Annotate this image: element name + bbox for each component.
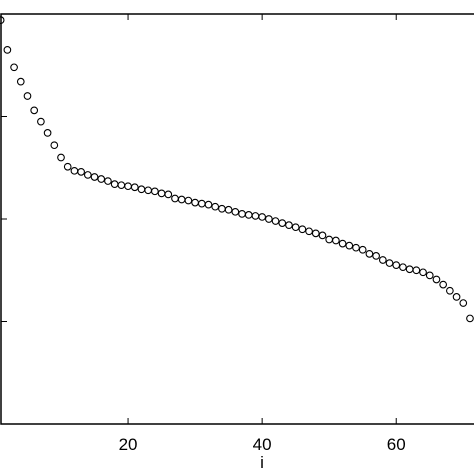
point <box>378 256 387 264</box>
point <box>10 63 18 72</box>
point <box>211 202 220 211</box>
point <box>117 181 126 190</box>
point <box>325 235 334 244</box>
point <box>130 183 139 192</box>
point <box>197 199 206 208</box>
point <box>345 241 354 250</box>
point <box>63 162 72 171</box>
point <box>271 217 280 225</box>
point <box>184 196 193 205</box>
point <box>110 180 119 188</box>
point <box>251 212 260 220</box>
point <box>30 106 39 115</box>
point <box>83 171 92 179</box>
point <box>459 299 468 307</box>
point <box>171 194 179 203</box>
point <box>77 168 85 176</box>
point <box>37 117 45 126</box>
point <box>412 266 421 275</box>
point <box>311 229 320 238</box>
x-tick-label: 60 <box>387 435 406 454</box>
point <box>466 314 474 323</box>
point <box>244 211 253 219</box>
point <box>231 207 240 216</box>
point <box>97 175 106 183</box>
point <box>70 166 79 175</box>
x-axis-label: i <box>260 453 264 472</box>
point <box>57 153 65 162</box>
point <box>399 263 407 272</box>
point <box>372 252 380 260</box>
point <box>191 198 199 207</box>
point <box>3 46 12 54</box>
point <box>43 129 52 137</box>
point <box>452 293 461 301</box>
point <box>0 16 5 24</box>
point <box>258 213 266 221</box>
x-tick-label: 40 <box>253 435 272 454</box>
point <box>23 92 32 100</box>
point <box>177 195 186 204</box>
point <box>104 177 112 185</box>
point <box>298 225 307 234</box>
point <box>332 236 340 245</box>
points <box>0 16 474 323</box>
point <box>164 190 173 199</box>
point <box>50 141 59 150</box>
point <box>264 215 273 223</box>
point <box>144 186 153 195</box>
point <box>124 182 132 191</box>
point <box>218 204 226 213</box>
point <box>238 210 246 218</box>
point <box>358 245 367 254</box>
point <box>392 261 401 269</box>
x-tick-label: 20 <box>119 435 138 454</box>
point <box>285 221 293 229</box>
point <box>90 173 99 181</box>
plot-frame <box>0 13 474 425</box>
point <box>318 231 327 240</box>
point <box>16 77 25 86</box>
point <box>352 243 360 252</box>
point <box>425 271 434 280</box>
point <box>432 275 441 284</box>
point <box>204 200 213 209</box>
point <box>365 250 374 258</box>
point <box>224 205 233 214</box>
point <box>157 189 166 198</box>
point <box>405 265 414 274</box>
point <box>137 185 146 194</box>
point <box>305 227 313 236</box>
point <box>291 223 300 232</box>
point <box>278 219 287 227</box>
point <box>385 259 394 267</box>
point <box>419 268 427 277</box>
point <box>151 187 159 196</box>
point <box>338 239 347 248</box>
point <box>446 286 454 295</box>
point <box>439 280 448 289</box>
